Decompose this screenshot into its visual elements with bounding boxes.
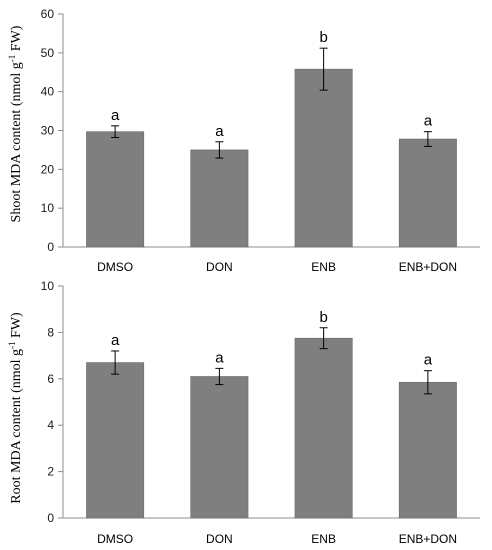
significance-letter: b bbox=[319, 309, 327, 326]
bar bbox=[398, 381, 457, 519]
significance-letter: a bbox=[424, 113, 433, 130]
bar bbox=[190, 376, 249, 519]
significance-letter: a bbox=[424, 352, 433, 369]
category-label: ENB+DON bbox=[399, 260, 457, 274]
significance-letter: a bbox=[215, 123, 224, 140]
y-tick-label: 2 bbox=[47, 465, 54, 479]
significance-letter: b bbox=[319, 29, 327, 46]
y-axis-label: Shoot MDA content (nmol g-1 FW) bbox=[7, 25, 24, 222]
y-tick-label: 60 bbox=[41, 7, 55, 21]
bar bbox=[86, 131, 145, 248]
category-label: DMSO bbox=[97, 532, 133, 546]
y-tick-label: 0 bbox=[47, 240, 54, 254]
significance-letter: a bbox=[215, 349, 224, 366]
y-tick-label: 40 bbox=[41, 85, 55, 99]
category-label: ENB+DON bbox=[399, 532, 457, 546]
category-label: ENB bbox=[311, 260, 336, 274]
y-tick-label: 4 bbox=[47, 418, 54, 432]
category-label: DMSO bbox=[97, 260, 133, 274]
y-axis-label: Root MDA content (nmol g-1 FW) bbox=[7, 312, 24, 504]
shoot-mda-chart: Shoot MDA content (nmol g-1 FW) 0 10 20 30 4… bbox=[7, 7, 480, 274]
bar bbox=[190, 149, 249, 248]
y-tick-label: 8 bbox=[47, 325, 54, 339]
y-tick-label: 10 bbox=[41, 201, 55, 215]
bar bbox=[86, 362, 145, 519]
bar bbox=[294, 68, 353, 248]
y-tick-label: 0 bbox=[47, 511, 54, 525]
category-label: DON bbox=[206, 532, 233, 546]
significance-letter: a bbox=[111, 332, 120, 349]
y-tick-label: 6 bbox=[47, 372, 54, 386]
y-tick-label: 20 bbox=[41, 162, 55, 176]
y-tick-label: 30 bbox=[41, 124, 55, 138]
bar bbox=[398, 138, 457, 248]
y-tick-label: 50 bbox=[41, 46, 55, 60]
category-label: DON bbox=[206, 260, 233, 274]
y-tick-label: 10 bbox=[41, 279, 55, 293]
category-label: ENB bbox=[311, 532, 336, 546]
significance-letter: a bbox=[111, 107, 120, 124]
root-mda-chart: Root MDA content (nmol g-1 FW) 0 2 4 6 8 10 a D… bbox=[7, 279, 480, 546]
bar bbox=[294, 337, 353, 519]
